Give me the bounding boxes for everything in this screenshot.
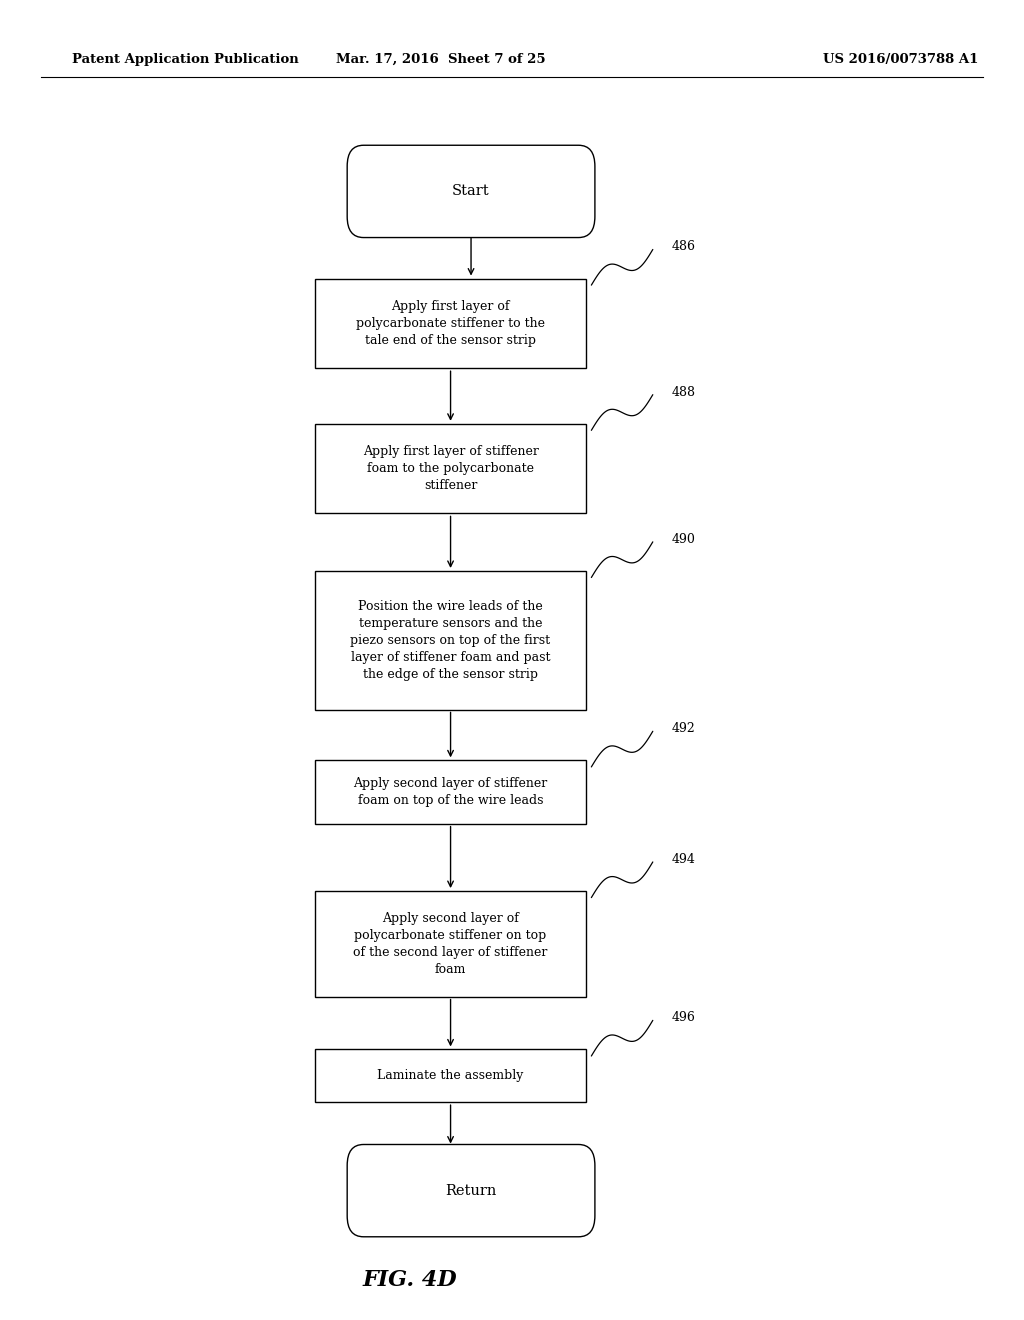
Bar (315, 572, 586, 710)
Text: Start: Start (453, 185, 489, 198)
Text: 494: 494 (672, 853, 695, 866)
Text: Return: Return (445, 1184, 497, 1197)
Text: 490: 490 (672, 533, 695, 545)
Text: 492: 492 (672, 722, 695, 735)
Text: Apply second layer of stiffener
foam on top of the wire leads: Apply second layer of stiffener foam on … (353, 777, 548, 807)
Text: Mar. 17, 2016  Sheet 7 of 25: Mar. 17, 2016 Sheet 7 of 25 (336, 53, 545, 66)
Text: Patent Application Publication: Patent Application Publication (72, 53, 298, 66)
Text: Laminate the assembly: Laminate the assembly (378, 1069, 523, 1082)
Text: Apply first layer of stiffener
foam to the polycarbonate
stiffener: Apply first layer of stiffener foam to t… (362, 445, 539, 492)
Text: Position the wire leads of the
temperature sensors and the
piezo sensors on top : Position the wire leads of the temperatu… (350, 599, 551, 681)
Bar (315, 1049, 586, 1102)
Text: US 2016/0073788 A1: US 2016/0073788 A1 (823, 53, 979, 66)
Text: 488: 488 (672, 385, 695, 399)
Text: FIG. 4D: FIG. 4D (362, 1270, 457, 1291)
Text: Apply first layer of
polycarbonate stiffener to the
tale end of the sensor strip: Apply first layer of polycarbonate stiff… (356, 300, 545, 347)
Bar (315, 760, 586, 824)
Text: 496: 496 (672, 1011, 695, 1024)
Text: 486: 486 (672, 240, 695, 253)
Text: Apply second layer of
polycarbonate stiffener on top
of the second layer of stif: Apply second layer of polycarbonate stif… (353, 912, 548, 975)
Bar (315, 891, 586, 997)
FancyBboxPatch shape (347, 145, 595, 238)
Bar (315, 424, 586, 513)
FancyBboxPatch shape (347, 1144, 595, 1237)
Bar (315, 279, 586, 368)
